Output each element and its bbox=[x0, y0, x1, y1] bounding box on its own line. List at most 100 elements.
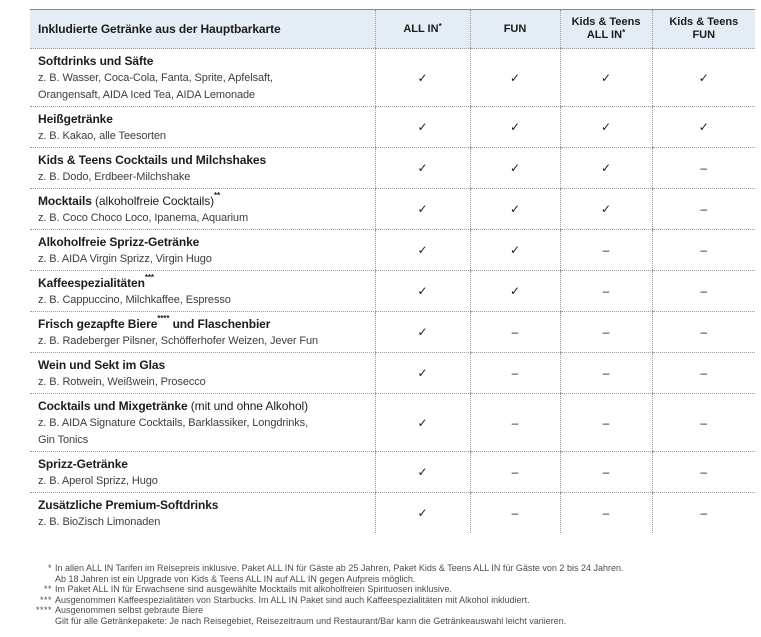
value-cell-fun: ✓ bbox=[469, 229, 560, 271]
drink-category-examples: z. B. AIDA Signature Cocktails, Barklass… bbox=[38, 417, 309, 446]
drink-category-cell: Heißgetränke z. B. Kakao, alle Teesorten bbox=[30, 106, 375, 148]
value-cell-fun: ✓ bbox=[469, 147, 560, 189]
table-row: Mocktails (alkoholfreie Cocktails)** z. … bbox=[30, 188, 755, 230]
value-cell-kids-teens-all-in: – bbox=[559, 451, 652, 493]
value-cell-all-in: ✓ bbox=[374, 270, 470, 312]
value-cell-kids-teens-all-in: – bbox=[559, 270, 652, 312]
drink-category-cell: Softdrinks und Säfte z. B. Wasser, Coca-… bbox=[30, 48, 375, 107]
value-cell-fun: – bbox=[469, 311, 560, 353]
footnote-text: Im Paket ALL IN für Erwachsene sind ausg… bbox=[55, 584, 452, 594]
value-cell-all-in: ✓ bbox=[374, 311, 470, 353]
drink-category-cell: Kids & Teens Cocktails und Milchshakes z… bbox=[30, 147, 375, 189]
table-row: Cocktails und Mixgetränke (mit und ohne … bbox=[30, 393, 755, 452]
drink-category-cell: Frisch gezapfte Biere**** und Flaschenbi… bbox=[30, 311, 375, 353]
value-cell-kids-teens-all-in: – bbox=[559, 352, 652, 394]
table-row: Alkoholfreie Sprizz-Getränke z. B. AIDA … bbox=[30, 229, 755, 271]
table-body: Softdrinks und Säfte z. B. Wasser, Coca-… bbox=[30, 48, 755, 534]
value-cell-kids-teens-fun: – bbox=[651, 492, 755, 533]
drink-category-examples: z. B. Aperol Sprizz, Hugo bbox=[38, 475, 158, 487]
footnote-asterisk: * bbox=[47, 563, 52, 573]
footnote-asterisk bbox=[30, 616, 55, 627]
drink-category-title: Kids & Teens Cocktails und Milchshakes bbox=[38, 153, 267, 167]
footnote-line: ** Im Paket ALL IN für Erwachsene sind a… bbox=[30, 584, 745, 595]
footnote-text: Ab 18 Jahren ist ein Upgrade von Kids & … bbox=[55, 573, 416, 584]
value-cell-all-in: ✓ bbox=[374, 229, 470, 271]
value-cell-all-in: ✓ bbox=[374, 393, 470, 452]
drink-category-examples: z. B. Kakao, alle Teesorten bbox=[38, 130, 166, 142]
value-cell-kids-teens-fun: – bbox=[651, 147, 755, 189]
value-cell-kids-teens-fun: – bbox=[651, 393, 755, 452]
value-cell-kids-teens-fun: – bbox=[651, 188, 755, 230]
value-cell-fun: – bbox=[469, 492, 560, 533]
value-cell-kids-teens-all-in: – bbox=[559, 229, 652, 271]
value-cell-kids-teens-fun: ✓ bbox=[651, 48, 755, 107]
value-cell-kids-teens-fun: ✓ bbox=[651, 106, 755, 148]
footnote-asterisk bbox=[30, 574, 55, 585]
table-row: Heißgetränke z. B. Kakao, alle Teesorten… bbox=[30, 106, 755, 148]
value-cell-all-in: ✓ bbox=[374, 352, 470, 394]
drink-category-examples: z. B. Dodo, Erdbeer-Milchshake bbox=[38, 171, 191, 183]
table-title: Inkludierte Getränke aus der Hauptbarkar… bbox=[30, 9, 375, 49]
drink-category-title: Alkoholfreie Sprizz-Getränke bbox=[38, 235, 200, 249]
footnote-text: Ausgenommen selbst gebraute Biere bbox=[55, 605, 204, 615]
value-cell-kids-teens-all-in: – bbox=[559, 393, 652, 452]
drink-category-examples: z. B. Coco Choco Loco, Ipanema, Aquarium bbox=[38, 212, 249, 224]
drink-category-cell: Wein und Sekt im Glas z. B. Rotwein, Wei… bbox=[30, 352, 375, 394]
footnote-text: In allen ALL IN Tarifen im Reisepreis in… bbox=[55, 563, 624, 573]
value-cell-all-in: ✓ bbox=[374, 106, 470, 148]
value-cell-all-in: ✓ bbox=[374, 451, 470, 493]
column-header-fun: FUN bbox=[469, 9, 560, 49]
value-cell-fun: ✓ bbox=[469, 270, 560, 312]
column-header-all-in: ALL IN* bbox=[374, 9, 470, 49]
footnotes: * In allen ALL IN Tarifen im Reisepreis … bbox=[30, 563, 745, 626]
table-row: Kaffeespezialitäten*** z. B. Cappuccino,… bbox=[30, 270, 755, 312]
value-cell-fun: ✓ bbox=[469, 188, 560, 230]
drink-category-examples: z. B. Cappuccino, Milchkaffee, Espresso bbox=[38, 294, 231, 306]
drinks-package-table: Inkludierte Getränke aus der Hauptbarkar… bbox=[30, 9, 755, 533]
footnote-asterisk: **** bbox=[35, 605, 52, 615]
value-cell-fun: – bbox=[469, 352, 560, 394]
drink-category-cell: Sprizz-Getränke z. B. Aperol Sprizz, Hug… bbox=[30, 451, 375, 493]
table-row: Frisch gezapfte Biere**** und Flaschenbi… bbox=[30, 311, 755, 353]
drink-category-cell: Cocktails und Mixgetränke (mit und ohne … bbox=[30, 393, 375, 452]
value-cell-kids-teens-fun: – bbox=[651, 229, 755, 271]
drink-category-title: Mocktails (alkoholfreie Cocktails)** bbox=[38, 191, 221, 209]
drink-category-cell: Kaffeespezialitäten*** z. B. Cappuccino,… bbox=[30, 270, 375, 312]
table-header-row: Inkludierte Getränke aus der Hauptbarkar… bbox=[30, 9, 755, 49]
value-cell-fun: ✓ bbox=[469, 106, 560, 148]
value-cell-fun: – bbox=[469, 393, 560, 452]
footnote-line: Ab 18 Jahren ist ein Upgrade von Kids & … bbox=[30, 574, 745, 585]
footnote-text: Ausgenommen Kaffeespezialitäten von Star… bbox=[55, 594, 530, 605]
drink-category-title: Frisch gezapfte Biere**** und Flaschenbi… bbox=[38, 314, 271, 332]
drink-category-examples: z. B. Wasser, Coca-Cola, Fanta, Sprite, … bbox=[38, 72, 273, 101]
value-cell-kids-teens-all-in: ✓ bbox=[559, 106, 652, 148]
value-cell-all-in: ✓ bbox=[374, 147, 470, 189]
value-cell-all-in: ✓ bbox=[374, 48, 470, 107]
footnote-asterisk: ** bbox=[43, 584, 52, 594]
value-cell-kids-teens-fun: – bbox=[651, 270, 755, 312]
value-cell-kids-teens-all-in: ✓ bbox=[559, 188, 652, 230]
column-header-kids-teens-fun: Kids & Teens FUN bbox=[651, 9, 755, 49]
footnote-line: Gilt für alle Getränkepakete: Je nach Re… bbox=[30, 616, 745, 627]
drink-category-cell: Zusätzliche Premium-Softdrinks z. B. Bio… bbox=[30, 493, 375, 534]
table-row: Sprizz-Getränke z. B. Aperol Sprizz, Hug… bbox=[30, 451, 755, 493]
value-cell-all-in: ✓ bbox=[374, 188, 470, 230]
value-cell-kids-teens-all-in: ✓ bbox=[559, 147, 652, 189]
drink-category-title: Wein und Sekt im Glas bbox=[38, 358, 166, 372]
value-cell-kids-teens-all-in: – bbox=[559, 492, 652, 533]
drink-category-examples: z. B. Rotwein, Weißwein, Prosecco bbox=[38, 376, 206, 388]
footnote-line: *** Ausgenommen Kaffeespezialitäten von … bbox=[30, 595, 745, 606]
value-cell-fun: ✓ bbox=[469, 48, 560, 107]
footnote-asterisk: *** bbox=[39, 594, 52, 605]
drink-category-title: Kaffeespezialitäten*** bbox=[38, 273, 154, 291]
table-row: Softdrinks und Säfte z. B. Wasser, Coca-… bbox=[30, 48, 755, 107]
table-row: Zusätzliche Premium-Softdrinks z. B. Bio… bbox=[30, 492, 755, 534]
table-row: Kids & Teens Cocktails und Milchshakes z… bbox=[30, 147, 755, 189]
drink-category-title: Cocktails und Mixgetränke (mit und ohne … bbox=[38, 399, 308, 413]
drink-category-title: Softdrinks und Säfte bbox=[38, 54, 154, 68]
footnote-line: **** Ausgenommen selbst gebraute Biere bbox=[30, 605, 745, 616]
drink-category-title: Zusätzliche Premium-Softdrinks bbox=[38, 498, 219, 512]
drink-category-examples: z. B. AIDA Virgin Sprizz, Virgin Hugo bbox=[38, 253, 212, 265]
value-cell-kids-teens-all-in: – bbox=[559, 311, 652, 353]
value-cell-kids-teens-fun: – bbox=[651, 451, 755, 493]
